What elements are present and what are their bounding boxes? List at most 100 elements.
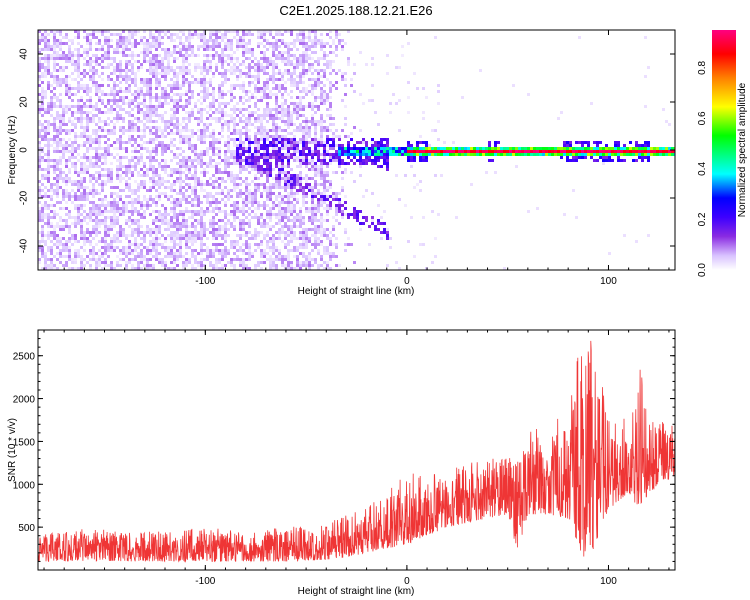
heatmap-cell (278, 249, 281, 252)
heatmap-cell (56, 132, 59, 135)
heatmap-cell (233, 225, 236, 228)
heatmap-cell (71, 261, 74, 264)
heatmap-cell (245, 189, 248, 192)
heatmap-cell (275, 33, 278, 36)
heatmap-cell (296, 216, 299, 219)
heatmap-cell (98, 96, 101, 99)
heatmap-cell (365, 147, 368, 150)
heatmap-cell (128, 165, 131, 168)
heatmap-cell (53, 243, 56, 246)
heatmap-cell (77, 189, 80, 192)
heatmap-cell (158, 195, 161, 198)
heatmap-cell (68, 177, 71, 180)
heatmap-cell (230, 264, 233, 267)
heatmap-cell (284, 123, 287, 126)
heatmap-cell (47, 171, 50, 174)
heatmap-cell (194, 180, 197, 183)
heatmap-cell (77, 174, 80, 177)
heatmap-cell (74, 111, 77, 114)
heatmap-cell (197, 45, 200, 48)
heatmap-cell (350, 84, 353, 87)
heatmap-cell (95, 36, 98, 39)
heatmap-cell (149, 63, 152, 66)
heatmap-cell (320, 69, 323, 72)
heatmap-cell (134, 249, 137, 252)
heatmap-cell (122, 207, 125, 210)
heatmap-cell (218, 141, 221, 144)
heatmap-cell (278, 45, 281, 48)
heatmap-cell (38, 189, 41, 192)
heatmap-cell (194, 213, 197, 216)
heatmap-cell (344, 213, 347, 216)
heatmap-cell (176, 192, 179, 195)
heatmap-cell (278, 252, 281, 255)
heatmap-cell (293, 39, 296, 42)
heatmap-cell (161, 234, 164, 237)
heatmap-cell (257, 138, 260, 141)
heatmap-cell (314, 183, 317, 186)
heatmap-cell (161, 135, 164, 138)
heatmap-cell (266, 162, 269, 165)
heatmap-cell (161, 153, 164, 156)
heatmap-cell (188, 177, 191, 180)
heatmap-cell (65, 180, 68, 183)
heatmap-cell (116, 75, 119, 78)
heatmap-cell (110, 222, 113, 225)
heatmap-cell (290, 186, 293, 189)
heatmap-cell (332, 153, 335, 156)
heatmap-cell (95, 267, 98, 270)
heatmap-cell (278, 54, 281, 57)
heatmap-cell (287, 141, 290, 144)
heatmap-cell (371, 84, 374, 87)
heatmap-cell (305, 60, 308, 63)
heatmap-cell (50, 90, 53, 93)
heatmap-cell (281, 114, 284, 117)
heatmap-cell (341, 159, 344, 162)
heatmap-cell (80, 135, 83, 138)
heatmap-cell (188, 120, 191, 123)
heatmap-cell (77, 33, 80, 36)
heatmap-cell (224, 240, 227, 243)
heatmap-cell (314, 171, 317, 174)
heatmap-cell (230, 222, 233, 225)
heatmap-cell (329, 180, 332, 183)
heatmap-cell (317, 108, 320, 111)
heatmap-cell (143, 102, 146, 105)
heatmap-cell (41, 66, 44, 69)
heatmap-cell (263, 138, 266, 141)
heatmap-cell (281, 207, 284, 210)
heatmap-cell (365, 63, 368, 66)
heatmap-cell (113, 93, 116, 96)
heatmap-cell (344, 231, 347, 234)
heatmap-cell (242, 102, 245, 105)
heatmap-cell (62, 66, 65, 69)
heatmap-cell (47, 225, 50, 228)
heatmap-cell (212, 201, 215, 204)
heatmap-cell (224, 264, 227, 267)
heatmap-cell (311, 213, 314, 216)
heatmap-cell (239, 261, 242, 264)
heatmap-cell (236, 234, 239, 237)
heatmap-cell (179, 234, 182, 237)
heatmap-cell (248, 135, 251, 138)
heatmap-cell (272, 192, 275, 195)
heatmap-cell (299, 183, 302, 186)
heatmap-cell (44, 216, 47, 219)
heatmap-cell (89, 60, 92, 63)
heatmap-cell (107, 123, 110, 126)
heatmap-cell (65, 81, 68, 84)
heatmap-cell (335, 72, 338, 75)
heatmap-cell (110, 228, 113, 231)
heatmap-cell (80, 255, 83, 258)
heatmap-cell (44, 174, 47, 177)
heatmap-cell (128, 114, 131, 117)
heatmap-cell (173, 234, 176, 237)
heatmap-cell (326, 114, 329, 117)
heatmap-cell (311, 189, 314, 192)
heatmap-cell (89, 243, 92, 246)
heatmap-cell (245, 198, 248, 201)
heatmap-cell (173, 252, 176, 255)
heatmap-cell (308, 57, 311, 60)
heatmap-cell (281, 51, 284, 54)
heatmap-cell (215, 42, 218, 45)
